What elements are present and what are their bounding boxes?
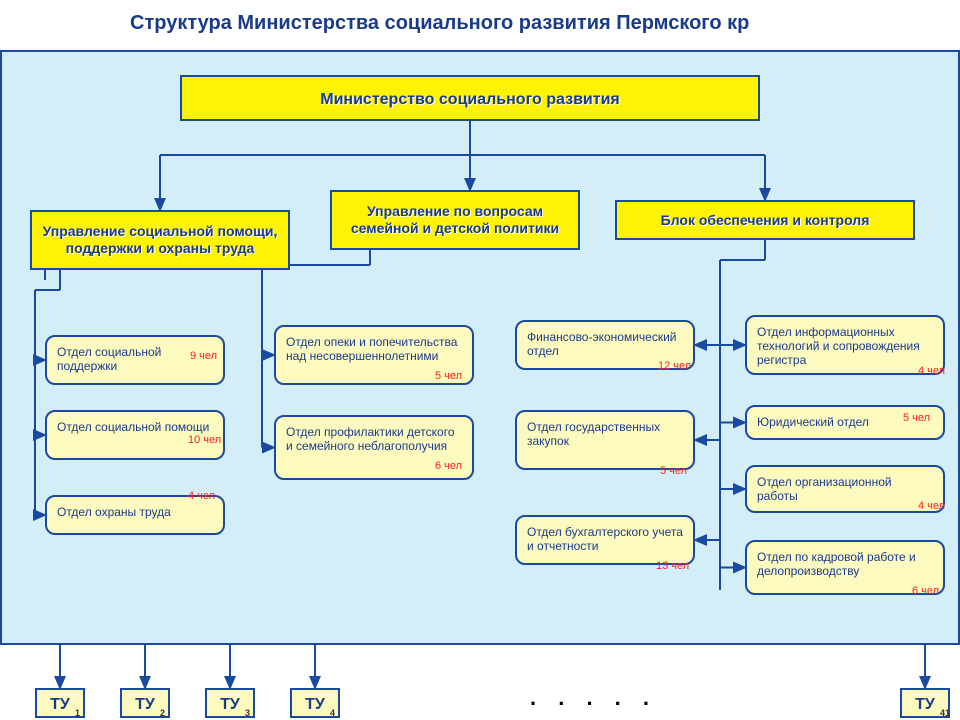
dept-count: 13 чел [656,560,689,572]
root-ministry: Министерство социального развития [180,75,760,121]
dept-count: 6 чел [435,460,462,472]
tu-sub: 4 [330,708,335,718]
management-m1: Управление социальной помощи, поддержки … [30,210,290,270]
dept-count: 10 чел [188,434,221,446]
dept-count: 4 чел [188,490,215,502]
dept-box: Отдел государственных закупок [515,410,695,470]
dept-count: 4 чел [918,365,945,377]
tu-sub: 3 [245,708,250,718]
dept-count: 9 чел [190,350,217,362]
dept-count: 4 чел [918,500,945,512]
management-m3: Блок обеспечения и контроля [615,200,915,240]
dept-count: 5 чел [660,465,687,477]
ellipsis-dots: . . . . . [530,685,657,711]
tu-sub: 2 [160,708,165,718]
management-m2: Управление по вопросам семейной и детско… [330,190,580,250]
diagram-stage: Структура Министерства социального разви… [0,0,960,720]
tu-sub: 41 [940,708,950,718]
dept-count: 5 чел [435,370,462,382]
dept-box: Отдел информационных технологий и сопров… [745,315,945,375]
tu-sub: 1 [75,708,80,718]
dept-box: Отдел бухгалтерского учета и отчетности [515,515,695,565]
dept-count: 5 чел [903,412,930,424]
dept-count: 6 чел [912,585,939,597]
dept-count: 12 чел [658,360,691,372]
dept-box: Отдел организационной работы [745,465,945,513]
